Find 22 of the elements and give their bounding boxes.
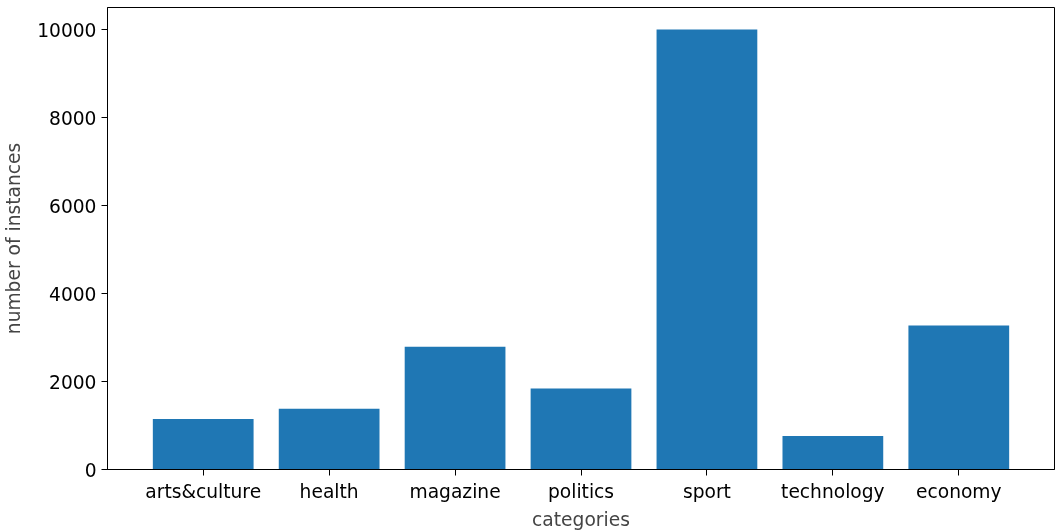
bar xyxy=(152,418,254,470)
y-tick-label: 6000 xyxy=(49,195,97,217)
x-tick-label: arts&culture xyxy=(145,480,262,502)
y-axis-title: number of instances xyxy=(3,142,25,335)
y-tick-label: 2000 xyxy=(49,371,97,393)
x-tick-label: technology xyxy=(781,480,885,502)
x-tick-label: magazine xyxy=(409,480,501,502)
bar xyxy=(782,436,884,470)
bar xyxy=(278,408,380,470)
x-tick-label: politics xyxy=(547,480,615,502)
y-tick-label: 4000 xyxy=(49,283,97,305)
y-tick-label: 8000 xyxy=(49,107,97,129)
y-tick-label: 10000 xyxy=(37,19,97,41)
x-tick-label: sport xyxy=(682,480,731,502)
bar xyxy=(404,346,506,470)
bar xyxy=(530,388,632,470)
x-tick-label: economy xyxy=(915,480,1002,502)
bar xyxy=(656,29,758,470)
y-tick-label: 0 xyxy=(84,459,97,481)
x-axis-title: categories xyxy=(532,508,630,530)
x-tick-label: health xyxy=(299,480,359,502)
bar xyxy=(908,325,1010,470)
